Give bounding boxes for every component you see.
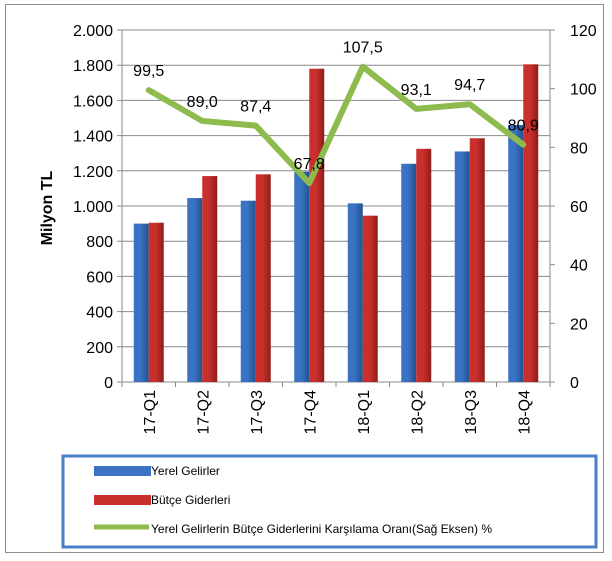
y2-tick-label: 0 xyxy=(570,375,579,392)
x-tick-label: 17-Q2 xyxy=(195,390,212,435)
y-axis-label: Milyon TL xyxy=(39,170,56,245)
legend-swatch-butce-giderleri xyxy=(94,495,151,505)
bar-butce-giderleri xyxy=(202,176,218,382)
y-tick-label: 200 xyxy=(86,340,113,357)
bar-butce-giderleri xyxy=(255,174,271,382)
line-karsilama-orani xyxy=(145,63,527,187)
data-label-oran: 99,5 xyxy=(133,63,164,80)
bar-butce-giderleri xyxy=(416,148,432,382)
x-tick-label: 18-Q2 xyxy=(409,390,426,435)
y-tick-label: 1.800 xyxy=(73,58,113,75)
bar-butce-giderleri xyxy=(309,68,325,382)
y-tick-label: 1.200 xyxy=(73,164,113,181)
bar-yerel-gelirler xyxy=(401,163,417,382)
data-label-oran: 93,1 xyxy=(401,82,432,99)
bar-yerel-gelirler xyxy=(454,151,470,382)
y2-tick-label: 100 xyxy=(570,82,597,99)
y2-tick-label: 120 xyxy=(570,23,597,40)
x-tick-label: 17-Q3 xyxy=(249,390,266,435)
y-tick-label: 400 xyxy=(86,305,113,322)
y2-tick-label: 40 xyxy=(570,258,588,275)
data-label-oran: 89,0 xyxy=(187,94,218,111)
data-label-oran: 80,9 xyxy=(508,118,539,135)
y-tick-label: 800 xyxy=(86,234,113,251)
bar-butce-giderleri xyxy=(469,138,485,382)
legend-box xyxy=(61,454,598,549)
data-label-oran: 67,8 xyxy=(294,156,325,173)
bar-butce-giderleri xyxy=(148,222,164,382)
y-tick-label: 1.600 xyxy=(73,93,113,110)
bar-yerel-gelirler xyxy=(347,203,363,382)
bar-yerel-gelirler xyxy=(240,200,256,382)
bar-butce-giderleri xyxy=(523,64,539,382)
x-tick-label: 17-Q1 xyxy=(142,390,159,435)
x-tick-label: 17-Q4 xyxy=(302,390,319,435)
y-tick-label: 0 xyxy=(104,375,113,392)
data-label-oran: 94,7 xyxy=(454,77,485,94)
x-tick-label: 18-Q4 xyxy=(516,390,533,435)
legend-swatch-yerel-gelirler xyxy=(94,466,151,476)
y2-tick-label: 60 xyxy=(570,199,588,216)
data-label-oran: 87,4 xyxy=(240,99,271,116)
bar-yerel-gelirler xyxy=(187,198,203,382)
y-tick-label: 2.000 xyxy=(73,23,113,40)
y-tick-label: 600 xyxy=(86,269,113,286)
legend-label-yerel-gelirler: Yerel Gelirler xyxy=(151,464,220,478)
legend-label-oran: Yerel Gelirlerin Bütçe Giderlerini Karşı… xyxy=(151,522,492,536)
y-tick-label: 1.400 xyxy=(73,129,113,146)
bar-yerel-gelirler xyxy=(294,171,310,382)
y2-tick-label: 80 xyxy=(570,140,588,157)
x-tick-label: 18-Q3 xyxy=(463,390,480,435)
legend-label-butce-giderleri: Bütçe Giderleri xyxy=(151,493,230,507)
x-tick-label: 18-Q1 xyxy=(356,390,373,435)
bar-butce-giderleri xyxy=(362,215,378,382)
bar-yerel-gelirler xyxy=(133,223,149,382)
y-tick-label: 1.000 xyxy=(73,199,113,216)
data-label-oran: 107,5 xyxy=(343,40,383,57)
y2-tick-label: 20 xyxy=(570,316,588,333)
bar-yerel-gelirler xyxy=(508,125,524,382)
